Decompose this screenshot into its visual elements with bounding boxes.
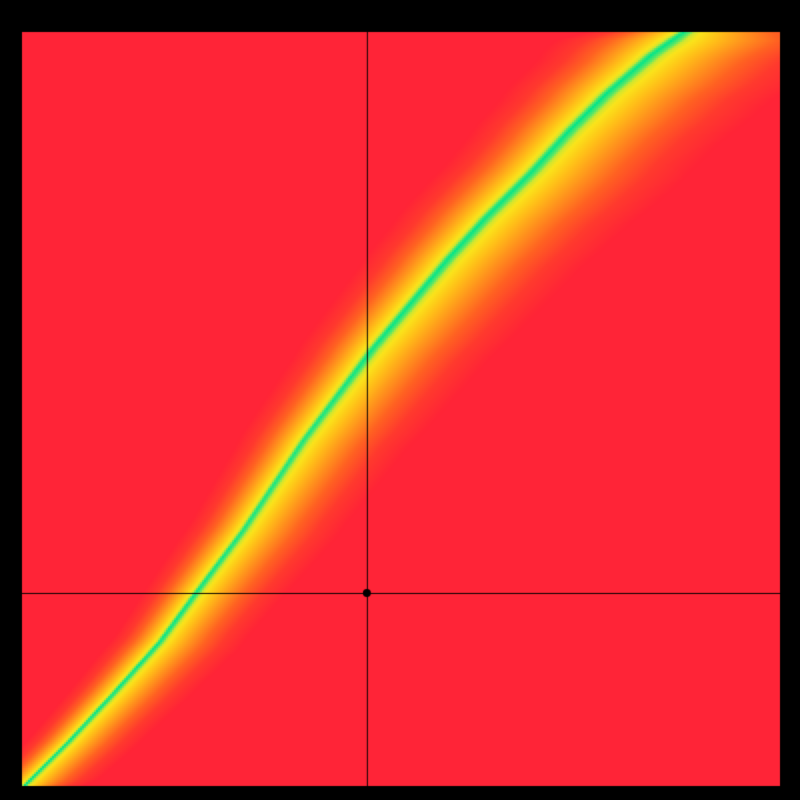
heatmap-canvas	[0, 0, 800, 800]
chart-container: TheBottleneck.com	[0, 0, 800, 800]
